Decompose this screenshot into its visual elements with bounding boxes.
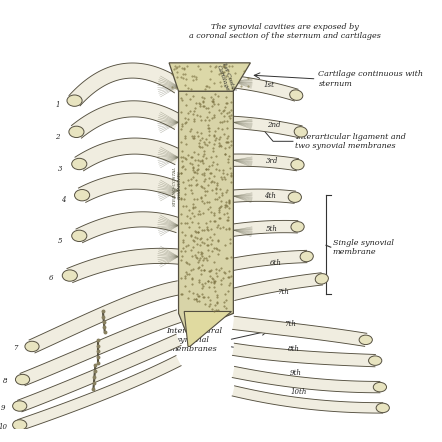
Ellipse shape <box>300 251 313 262</box>
Text: 10th: 10th <box>290 388 307 396</box>
Ellipse shape <box>294 127 307 137</box>
Text: 5: 5 <box>58 236 63 244</box>
Ellipse shape <box>15 374 30 385</box>
Ellipse shape <box>72 158 87 170</box>
Text: 1st Costal
Cartilage: 1st Costal Cartilage <box>216 61 236 93</box>
Text: 7th: 7th <box>284 320 296 328</box>
Ellipse shape <box>72 230 87 241</box>
Ellipse shape <box>376 403 389 413</box>
Polygon shape <box>18 334 181 412</box>
Ellipse shape <box>62 270 77 281</box>
Polygon shape <box>67 248 179 282</box>
Polygon shape <box>232 76 298 101</box>
Polygon shape <box>233 189 295 203</box>
Polygon shape <box>76 212 181 243</box>
Text: 6th: 6th <box>269 259 281 267</box>
Text: 3: 3 <box>58 165 63 173</box>
Ellipse shape <box>291 221 304 232</box>
Text: STERNO-COSTAL
LIGAMENTS: STERNO-COSTAL LIGAMENTS <box>173 166 182 206</box>
Text: 9th: 9th <box>290 369 301 377</box>
Polygon shape <box>18 355 181 431</box>
Polygon shape <box>232 221 298 236</box>
Text: Interarticular ligament and
two synovial membranes: Interarticular ligament and two synovial… <box>295 133 406 150</box>
Text: 1: 1 <box>55 101 60 109</box>
Polygon shape <box>29 281 180 353</box>
Polygon shape <box>232 250 307 270</box>
Text: 10: 10 <box>0 423 7 431</box>
Polygon shape <box>72 101 183 138</box>
Polygon shape <box>232 386 383 413</box>
Ellipse shape <box>25 341 39 352</box>
Text: 9: 9 <box>0 404 5 412</box>
Polygon shape <box>233 154 298 171</box>
Polygon shape <box>75 138 182 171</box>
Text: The synovial cavities are exposed by
a coronal section of the sternum and cartil: The synovial cavities are exposed by a c… <box>190 23 381 40</box>
Text: Single synovial
membrane: Single synovial membrane <box>333 239 393 256</box>
Text: Cartilage continuous with
sternum: Cartilage continuous with sternum <box>318 70 423 88</box>
Text: 3rd: 3rd <box>266 157 278 165</box>
Polygon shape <box>232 273 323 301</box>
Ellipse shape <box>315 274 328 284</box>
Polygon shape <box>184 312 232 347</box>
Ellipse shape <box>67 95 82 107</box>
Ellipse shape <box>290 90 303 100</box>
Ellipse shape <box>291 160 304 170</box>
Polygon shape <box>20 310 181 386</box>
Polygon shape <box>179 91 233 332</box>
Text: 7th: 7th <box>277 288 289 296</box>
Polygon shape <box>232 316 367 347</box>
Polygon shape <box>232 343 375 367</box>
Ellipse shape <box>373 382 386 392</box>
Text: 6: 6 <box>49 274 53 282</box>
Text: 7: 7 <box>13 344 17 352</box>
Polygon shape <box>232 366 380 393</box>
Text: 8: 8 <box>3 377 8 385</box>
Ellipse shape <box>13 401 27 411</box>
Text: 2nd: 2nd <box>267 121 281 129</box>
Text: 2: 2 <box>55 133 60 141</box>
Polygon shape <box>69 63 183 106</box>
Ellipse shape <box>69 126 84 137</box>
Ellipse shape <box>13 420 27 430</box>
Text: 8th: 8th <box>288 344 300 353</box>
Ellipse shape <box>75 190 90 201</box>
Text: Interchondral
synovial
membranes: Interchondral synovial membranes <box>166 327 222 353</box>
Ellipse shape <box>369 356 382 366</box>
Ellipse shape <box>288 192 301 202</box>
Text: 5th: 5th <box>266 225 278 233</box>
Text: 4th: 4th <box>263 192 275 200</box>
Text: 1st: 1st <box>263 81 274 89</box>
Polygon shape <box>233 116 302 138</box>
Ellipse shape <box>359 335 372 345</box>
Polygon shape <box>79 173 182 202</box>
Text: 4: 4 <box>61 196 65 204</box>
Polygon shape <box>169 63 250 91</box>
